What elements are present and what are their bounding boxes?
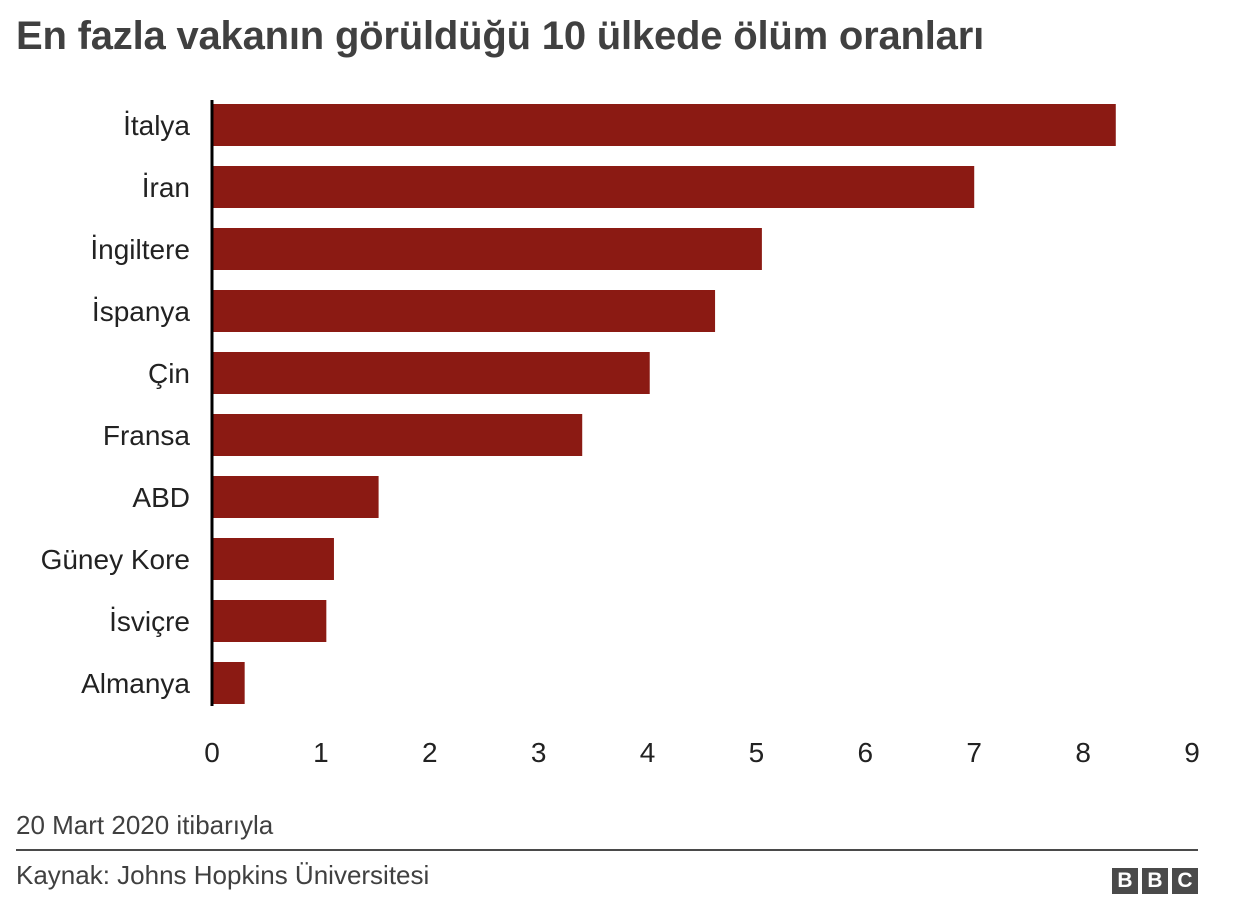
bar: [212, 290, 716, 332]
x-tick-label: 7: [966, 737, 982, 768]
category-label: Fransa: [103, 420, 191, 451]
x-tick-label: 8: [1075, 737, 1091, 768]
chart-title: En fazla vakanın görüldüğü 10 ülkede ölü…: [16, 14, 984, 58]
x-tick-label: 4: [640, 737, 656, 768]
x-tick-label: 2: [422, 737, 438, 768]
category-label: ABD: [132, 482, 190, 513]
bar: [212, 662, 245, 704]
footer-divider: [16, 849, 1198, 851]
x-tick-label: 3: [531, 737, 547, 768]
logo-block-c: C: [1172, 868, 1198, 894]
bbc-logo: B B C: [1112, 868, 1198, 894]
category-label: İspanya: [92, 296, 190, 327]
category-label: İsviçre: [109, 606, 190, 637]
x-tick-label: 1: [313, 737, 329, 768]
category-label: İtalya: [123, 110, 190, 141]
x-tick-label: 9: [1184, 737, 1200, 768]
bar: [212, 414, 583, 456]
x-tick-label: 5: [749, 737, 765, 768]
bar: [212, 538, 334, 580]
logo-block-b2: B: [1142, 868, 1168, 894]
category-label: İngiltere: [90, 234, 190, 265]
bar: [212, 352, 650, 394]
bar: [212, 166, 975, 208]
bar: [212, 600, 327, 642]
date-footnote: 20 Mart 2020 itibarıyla: [16, 810, 274, 840]
category-label: Güney Kore: [41, 544, 190, 575]
category-label: Almanya: [81, 668, 190, 699]
bar: [212, 104, 1116, 146]
logo-block-b1: B: [1112, 868, 1138, 894]
bar: [212, 228, 762, 270]
x-tick-label: 0: [204, 737, 220, 768]
x-tick-label: 6: [858, 737, 874, 768]
bar: [212, 476, 379, 518]
category-label: Çin: [148, 358, 190, 389]
source-note: Kaynak: Johns Hopkins Üniversitesi: [16, 860, 430, 890]
category-label: İran: [142, 172, 190, 203]
